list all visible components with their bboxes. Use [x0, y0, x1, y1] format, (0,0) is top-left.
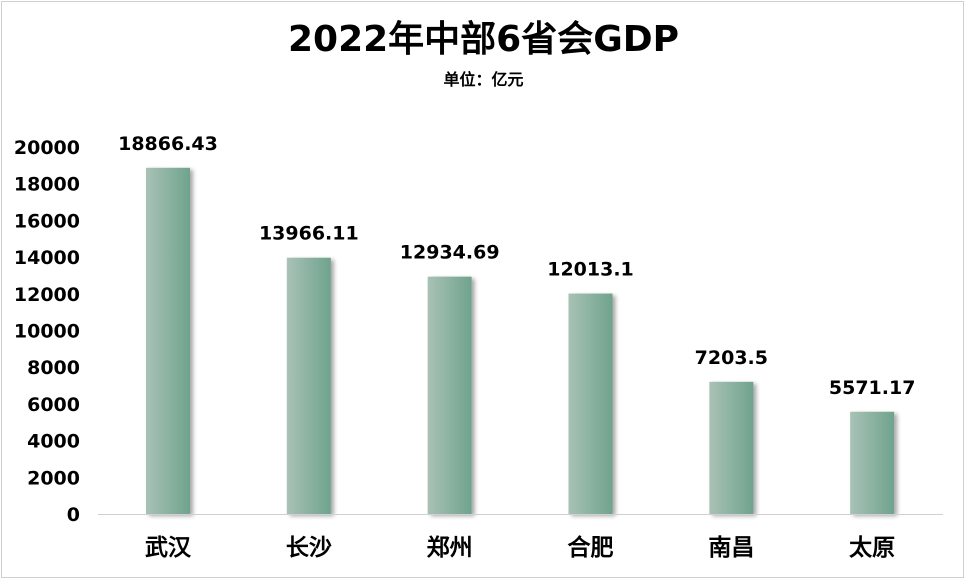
x-tick-label: 南昌	[708, 535, 754, 561]
y-tick-label: 4000	[27, 431, 80, 453]
bar	[286, 257, 331, 514]
bar	[146, 167, 190, 514]
y-tick-label: 10000	[14, 321, 80, 343]
bars	[146, 167, 895, 514]
y-tick-label: 0	[67, 504, 80, 526]
y-axis: 0 2000 4000 6000 8000 10000 12000 14000 16000 180…	[14, 137, 80, 526]
data-label: 13966.11	[259, 223, 359, 245]
data-label: 18866.43	[118, 133, 218, 155]
y-tick-label: 6000	[27, 394, 80, 416]
data-label: 7203.5	[695, 347, 768, 369]
x-tick-label: 太原	[849, 535, 895, 561]
data-label: 12934.69	[400, 242, 500, 264]
bar	[850, 411, 895, 514]
y-tick-label: 16000	[14, 210, 80, 232]
y-tick-label: 14000	[14, 247, 80, 269]
data-label: 5571.17	[829, 377, 916, 399]
bar	[709, 381, 754, 514]
x-tick-label: 合肥	[568, 534, 614, 561]
bar	[427, 276, 472, 514]
y-tick-label: 18000	[14, 174, 80, 196]
y-tick-label: 2000	[27, 467, 80, 489]
x-axis: 武汉 长沙 郑州 合肥 南昌 太原	[145, 534, 895, 561]
x-tick-label: 郑州	[427, 535, 473, 561]
bar	[568, 293, 613, 514]
y-tick-label: 12000	[14, 284, 80, 306]
x-tick-label: 武汉	[145, 535, 192, 561]
chart-subtitle: 单位：亿元	[443, 70, 524, 89]
data-labels: 18866.43 13966.11 12934.69 12013.1 7203.5 557…	[118, 133, 915, 399]
x-tick-label: 长沙	[286, 535, 332, 561]
y-tick-label: 20000	[14, 137, 80, 159]
chart-title: 2022年中部6省会GDP	[287, 19, 680, 60]
data-label: 12013.1	[547, 259, 634, 281]
y-tick-label: 8000	[27, 357, 80, 379]
